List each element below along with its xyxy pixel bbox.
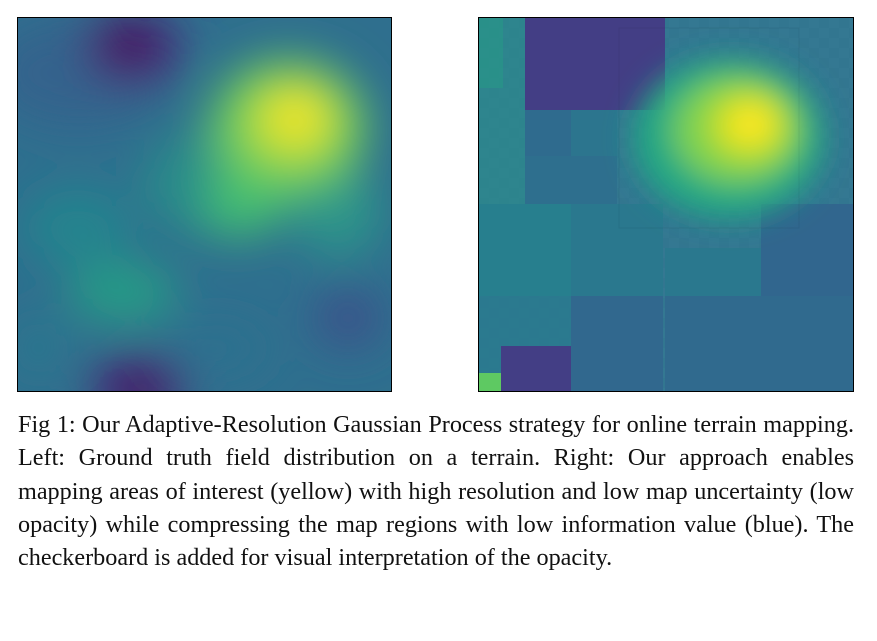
ground-truth-heatmap — [18, 18, 391, 391]
ground-truth-field-panel — [17, 17, 392, 392]
adaptive-resolution-map-panel — [478, 17, 854, 392]
figure-caption: Fig 1: Our Adaptive-Resolution Gaussian … — [18, 411, 854, 572]
adaptive-resolution-map — [479, 18, 853, 391]
